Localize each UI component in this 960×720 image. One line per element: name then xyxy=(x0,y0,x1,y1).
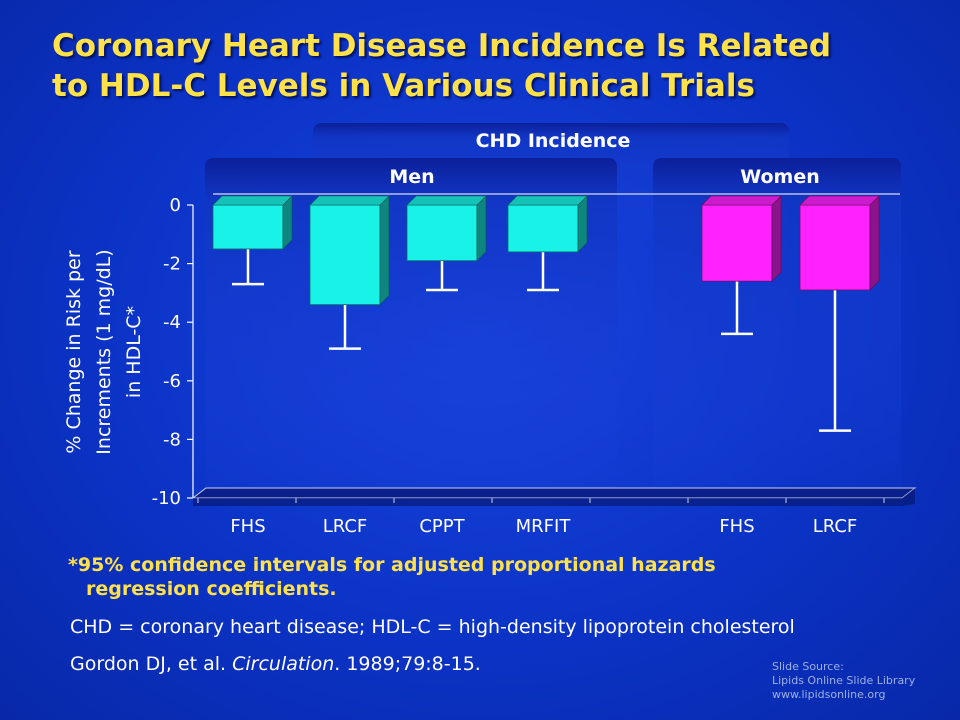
bar-side xyxy=(869,195,880,291)
bar-women-fhs xyxy=(701,204,773,282)
chd-bar-chart: CHD Incidence Men Women 0 -2 -4 -6 -8 -10 FHS LRCF… xyxy=(63,123,917,537)
x-category-label: FHS xyxy=(230,516,265,537)
title-line-1: Coronary Heart Disease Incidence Is Rela… xyxy=(52,28,832,64)
bar-top xyxy=(212,195,293,206)
bar-top xyxy=(406,195,487,206)
x-category-label: LRCF xyxy=(813,516,858,537)
group-label-women: Women xyxy=(740,166,820,188)
bar-men-mrfit xyxy=(507,204,579,253)
y-tick-label: 0 xyxy=(170,195,181,216)
footnote-line-2: regression coefficients. xyxy=(86,578,337,600)
bar-men-fhs xyxy=(212,204,284,250)
y-tick-label: -10 xyxy=(152,488,181,509)
bar-women-lrcf xyxy=(799,204,871,291)
bar-top xyxy=(309,195,390,206)
chart-floor-edge xyxy=(193,488,915,506)
x-category-label: CPPT xyxy=(419,516,465,537)
slide-title: Coronary Heart Disease Incidence Is Rela… xyxy=(52,26,932,106)
title-line-2: to HDL-C Levels in Various Clinical Tria… xyxy=(52,68,755,104)
bar-top xyxy=(701,195,782,206)
slide-source: Slide Source: Lipids Online Slide Librar… xyxy=(772,660,915,702)
confidence-interval-footnote: *95% confidence intervals for adjusted p… xyxy=(68,553,928,601)
group-label-men: Men xyxy=(389,166,434,188)
citation-journal: Circulation xyxy=(232,653,335,675)
x-category-label: LRCF xyxy=(323,516,368,537)
source-line-1: Slide Source: xyxy=(772,660,844,673)
bar-side xyxy=(771,195,782,282)
chart-title: CHD Incidence xyxy=(476,130,631,152)
y-axis-label-line: in HDL-C* xyxy=(123,306,145,398)
source-line-2: Lipids Online Slide Library xyxy=(772,674,916,687)
source-line-3: www.lipidsonline.org xyxy=(772,688,886,701)
x-category-label: MRFIT xyxy=(516,516,572,537)
bar-top xyxy=(799,195,880,206)
y-tick-label: -2 xyxy=(163,254,181,275)
abbreviations-note: CHD = coronary heart disease; HDL-C = hi… xyxy=(70,616,795,638)
chart-floor xyxy=(191,487,917,499)
y-tick-label: -8 xyxy=(163,429,181,450)
y-tick-label: -4 xyxy=(163,312,181,333)
y-axis-label-line: % Change in Risk per xyxy=(63,250,85,453)
bar-side xyxy=(379,195,390,306)
y-axis-label-line: Increments (1 mg/dL) xyxy=(93,249,115,454)
citation-authors: Gordon DJ, et al. xyxy=(70,653,233,675)
citation: Gordon DJ, et al. Circulation. 1989;79:8… xyxy=(70,653,481,675)
bar-men-lrcf xyxy=(309,204,381,306)
bar-men-cppt xyxy=(406,204,478,262)
y-tick-label: -6 xyxy=(163,371,181,392)
bar-top xyxy=(507,195,588,206)
x-category-label: FHS xyxy=(719,516,754,537)
footnote-line-1: *95% confidence intervals for adjusted p… xyxy=(68,554,716,576)
bar-side xyxy=(577,195,588,253)
citation-details: . 1989;79:8-15. xyxy=(334,653,481,675)
bar-side xyxy=(476,195,487,262)
